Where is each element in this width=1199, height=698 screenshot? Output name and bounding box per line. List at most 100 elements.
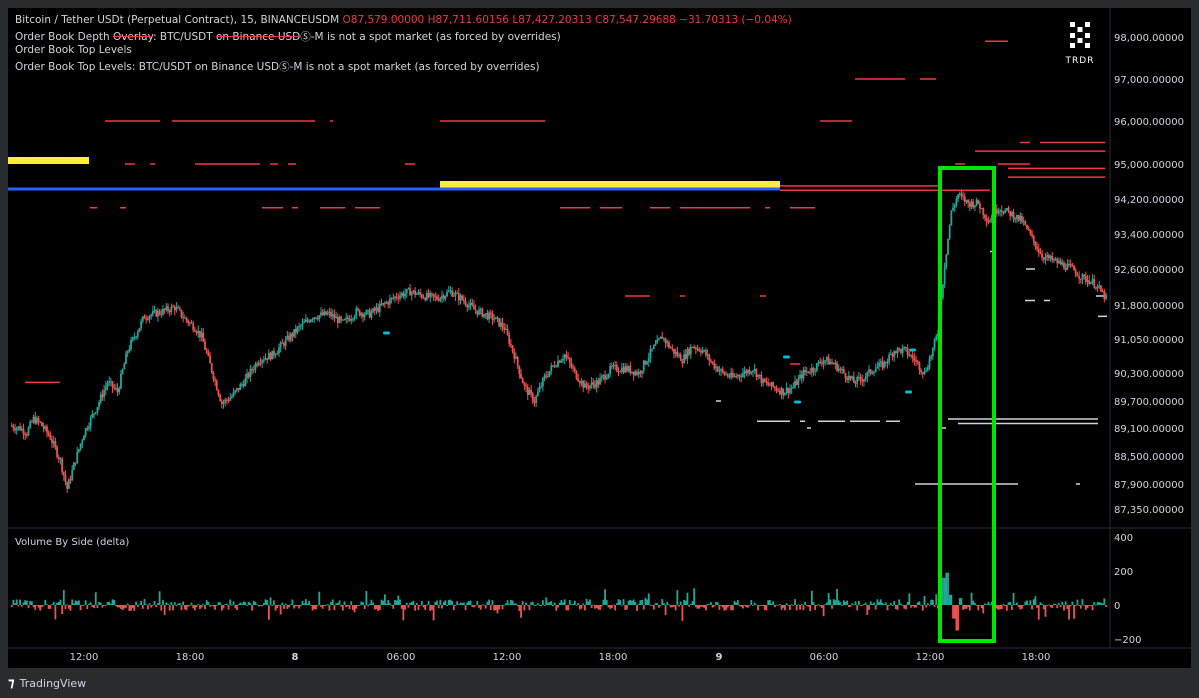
volume-bar [89, 602, 92, 605]
indicator-top-levels[interactable]: Order Book Top Levels [15, 44, 132, 56]
volume-bar [666, 601, 669, 605]
candle-body [294, 329, 297, 333]
candle-body [210, 363, 213, 373]
volume-bar [573, 600, 576, 605]
volume-bar [202, 603, 205, 605]
candle-body [289, 333, 292, 341]
volume-bar [955, 605, 958, 631]
candle-body [437, 299, 440, 301]
volume-bar [531, 601, 534, 605]
volume-bar [523, 605, 526, 611]
volume-bar [178, 603, 181, 605]
candle-body [979, 203, 981, 209]
volume-bar [760, 605, 763, 606]
tradingview-footer[interactable]: ⁊ TradingView [8, 676, 86, 691]
volume-bar [905, 605, 907, 610]
volume-bar [326, 604, 329, 605]
volume-bar [562, 602, 564, 605]
candle-body [439, 297, 442, 301]
candle-body [214, 379, 216, 381]
candle-body [881, 361, 884, 368]
volume-bar [425, 604, 428, 606]
candle-body [1017, 214, 1020, 221]
candle-body [856, 377, 859, 384]
volume-bar [14, 603, 16, 605]
candle-body [888, 354, 891, 362]
volume-bar [1004, 605, 1007, 607]
candle-body [943, 267, 946, 285]
volume-bar [27, 605, 30, 609]
candle-body [333, 314, 336, 319]
volume-bar [372, 602, 374, 605]
volume-bar [703, 605, 706, 608]
volume-bar [170, 602, 173, 605]
volume-bar [622, 599, 625, 605]
candle-body [1039, 252, 1042, 254]
price-tick-label: 91,800.00000 [1114, 301, 1184, 312]
candle-body [496, 317, 499, 319]
volume-bar [676, 590, 679, 605]
volume-bar [34, 605, 37, 610]
volume-bar [782, 605, 785, 608]
trdr-logo: TRDR [1060, 20, 1100, 66]
candle-body [629, 366, 632, 373]
volume-bar [1061, 601, 1064, 605]
candle-body [362, 313, 364, 317]
volume-bar [750, 599, 753, 605]
candle-body [649, 349, 652, 358]
candle-body [1016, 214, 1018, 219]
candle-body [642, 360, 645, 371]
candle-body [905, 347, 907, 349]
tradingview-brand: TradingView [19, 677, 87, 690]
indicator-depth-overlay[interactable]: Order Book Depth Overlay: BTC/USDT on Bi… [15, 29, 561, 44]
volume-bar [805, 605, 808, 606]
candle-body [752, 370, 754, 372]
volume-bar [634, 602, 637, 605]
candle-body [1021, 215, 1023, 223]
candle-body [1024, 221, 1027, 225]
candle-body [131, 337, 134, 341]
volume-bar [143, 599, 146, 605]
candle-body [30, 421, 33, 423]
volume-bar [694, 605, 697, 608]
volume-bar [209, 605, 211, 607]
volume-bar [651, 605, 654, 606]
volume-bar [910, 605, 912, 608]
candle-body [580, 380, 583, 384]
volume-bar [59, 599, 62, 605]
volume-bar [753, 602, 756, 605]
volume-bar [299, 605, 302, 607]
volume-bar [51, 604, 53, 606]
yellow-liquidity-band [8, 157, 89, 164]
volume-bar [180, 605, 183, 611]
candle-body [479, 308, 482, 310]
candle-body [804, 369, 807, 372]
volume-bar [1096, 602, 1099, 605]
indicator-top-levels-warning[interactable]: Order Book Top Levels: BTC/USDT on Binan… [15, 59, 540, 74]
candle-body [1022, 221, 1025, 223]
candle-body [254, 363, 257, 370]
volume-bar [847, 605, 850, 608]
candle-body [602, 375, 605, 377]
candle-body [335, 316, 338, 319]
candle-body [587, 386, 590, 389]
volume-bar [424, 605, 427, 610]
candle-body [175, 307, 178, 311]
candle-body [982, 208, 985, 216]
volume-bar [439, 599, 442, 605]
volume-bar [615, 603, 618, 605]
volume-bar [821, 605, 823, 609]
candle-body [558, 360, 561, 363]
candle-body [389, 298, 391, 305]
candle-body [34, 416, 37, 424]
volume-bar [903, 605, 906, 609]
candle-body [61, 458, 64, 472]
candle-body [777, 390, 780, 392]
volume-bar [431, 605, 433, 610]
candle-body [111, 381, 114, 388]
candle-body [678, 354, 680, 357]
candle-body [589, 385, 591, 389]
candle-body [452, 295, 455, 297]
